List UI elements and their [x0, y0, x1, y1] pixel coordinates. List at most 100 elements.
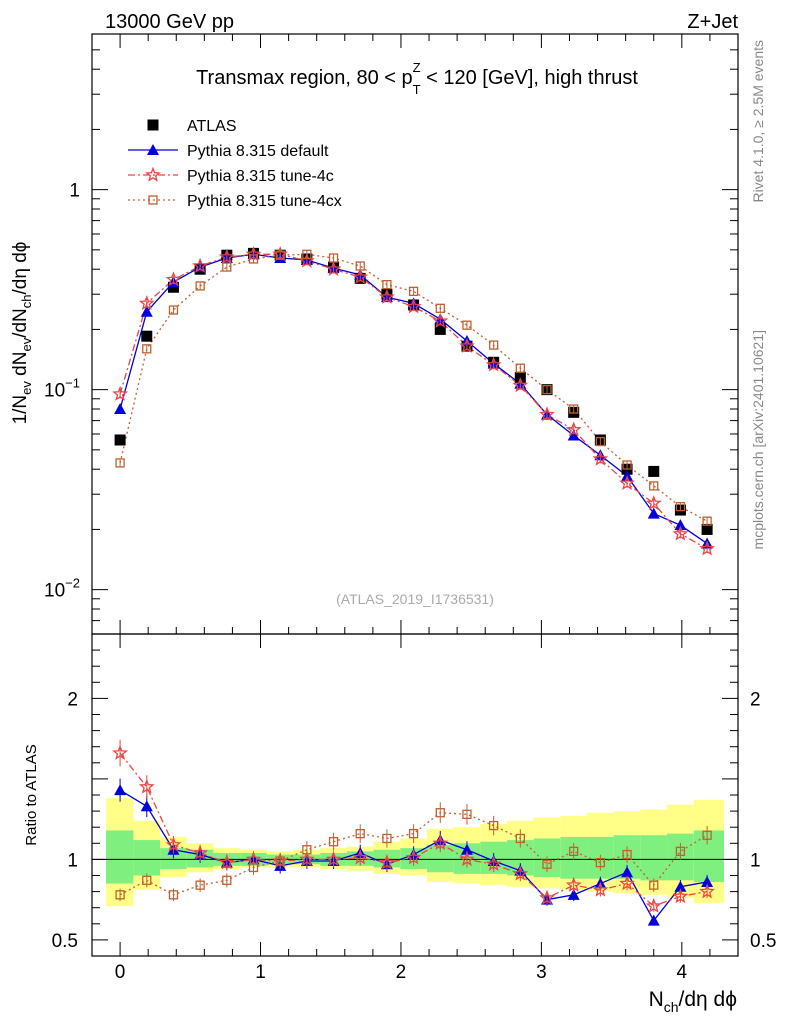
data-point-atlas [114, 434, 126, 446]
ratio-point-tune-4cx [569, 846, 579, 856]
ratio-point-tune-4c [192, 844, 209, 860]
legend-label-atlas: ATLAS [187, 118, 237, 135]
ratio-y-tick-label-right: 1 [750, 850, 761, 871]
ratio-point-tune-4cx [435, 808, 445, 818]
ratio-point-tune-4cx [142, 875, 152, 885]
data-point-tune-4c [138, 295, 155, 311]
ratio-y-tick-label: 2 [67, 689, 78, 710]
ratio-point-tune-4c [378, 854, 395, 870]
data-point-tune-4c [192, 257, 209, 273]
header-right: Z+Jet [687, 11, 738, 33]
data-point-tune-4cx [248, 254, 259, 264]
ratio-point-default [114, 784, 127, 796]
legend-marker-tune-4cx [148, 195, 158, 205]
ratio-point-default [647, 914, 660, 926]
data-point-tune-4cx [649, 481, 659, 491]
data-point-atlas [167, 281, 179, 293]
legend-marker-default [147, 144, 159, 155]
data-point-tune-4cx [408, 286, 419, 297]
data-point-tune-4c [645, 495, 662, 511]
data-point-tune-4c [565, 421, 582, 437]
data-point-default [114, 403, 127, 415]
y-tick-label: 10−2 [44, 576, 80, 602]
legend-label-default: Pythia 8.315 default [187, 143, 329, 160]
data-point-tune-4cx [328, 253, 339, 263]
ratio-point-tune-4cx [622, 849, 632, 860]
data-point-default [567, 429, 580, 441]
legend-marker-atlas [147, 119, 159, 131]
ratio-point-default [460, 843, 473, 855]
data-point-default [594, 449, 607, 461]
band-green [693, 830, 724, 882]
ratio-point-tune-4cx [408, 828, 419, 839]
data-point-tune-4c [592, 450, 609, 466]
ratio-y-axis-label: Ratio to ATLAS [23, 744, 40, 845]
ratio-point-tune-4c [405, 849, 422, 865]
ratio-point-tune-4cx [168, 890, 179, 900]
y-axis-label: 1/Nev dNev/dNch/dη dϕ [10, 242, 34, 425]
data-point-tune-4cx [622, 460, 632, 470]
data-point-tune-4cx [195, 281, 205, 291]
ratio-point-tune-4c [512, 865, 529, 881]
data-point-tune-4cx [595, 436, 606, 447]
data-point-default [647, 507, 660, 519]
data-point-tune-4c [512, 377, 529, 393]
ratio-point-tune-4c [138, 778, 155, 794]
ratio-point-tune-4c [165, 836, 182, 852]
ratio-point-tune-4cx [542, 859, 552, 869]
ratio-point-tune-4cx [515, 833, 525, 844]
band-green [160, 848, 187, 870]
legend-label-tune-4c: Pythia 8.315 tune-4c [187, 168, 334, 185]
ratio-point-default [701, 875, 714, 887]
ratio-line-tune-4cx [119, 812, 708, 896]
data-point-tune-4c [485, 356, 502, 372]
ratio-point-tune-4cx [649, 880, 659, 890]
ratio-point-tune-4c [565, 876, 582, 892]
ratio-point-tune-4cx [675, 846, 686, 856]
y-tick-label: 1 [69, 181, 80, 202]
ratio-point-tune-4cx [195, 880, 205, 890]
ratio-y-tick-label: 1 [67, 850, 78, 871]
plot-title: Transmax region, 80 < pTZ < 120 [GeV], h… [196, 60, 638, 97]
y-tick-label: 10−1 [44, 376, 80, 402]
data-point-default [674, 519, 687, 531]
rivet-label: Rivet 4.1.0, ≥ 2.5M events [750, 40, 766, 203]
ratio-point-tune-4cx [222, 875, 232, 885]
ratio-point-tune-4c [485, 855, 502, 871]
data-point-tune-4c [699, 540, 715, 556]
ratio-point-default [140, 800, 153, 812]
legend-label-tune-4cx: Pythia 8.315 tune-4cx [187, 193, 342, 210]
watermark: (ATLAS_2019_I1736531) [336, 591, 494, 607]
ratio-point-tune-4c [299, 851, 315, 867]
data-point-tune-4c [459, 337, 475, 353]
data-point-tune-4c [352, 268, 369, 284]
data-point-tune-4c [432, 312, 449, 328]
ratio-point-tune-4cx [302, 845, 312, 855]
band-green [106, 830, 134, 884]
data-point-atlas [701, 523, 713, 535]
x-axis-label: Nch/dη dϕ [649, 988, 737, 1015]
ratio-point-tune-4c [352, 849, 369, 865]
data-point-atlas [434, 323, 446, 335]
data-point-tune-4c [619, 474, 635, 491]
x-tick-label: 3 [536, 962, 547, 983]
ratio-point-tune-4cx [328, 837, 339, 847]
x-tick-label: 4 [677, 962, 688, 983]
band-green [133, 840, 161, 876]
data-point-tune-4cx [462, 320, 472, 330]
ratio-plot-data [112, 739, 715, 926]
data-point-tune-4cx [302, 249, 312, 259]
data-point-tune-4cx [382, 279, 392, 290]
x-tick-label: 0 [115, 962, 126, 983]
ratio-point-tune-4cx [355, 828, 365, 839]
ratio-point-tune-4c [699, 883, 715, 899]
data-point-tune-4c [218, 248, 235, 264]
data-point-tune-4cx [275, 250, 285, 260]
ratio-y-tick-label-right: 2 [750, 689, 761, 710]
ratio-point-tune-4cx [488, 820, 499, 831]
data-point-tune-4c [165, 271, 182, 287]
ratio-point-tune-4c [539, 889, 555, 905]
ratio-point-tune-4cx [382, 833, 392, 844]
ratio-point-tune-4cx [275, 856, 285, 866]
data-point-tune-4cx [702, 516, 712, 526]
